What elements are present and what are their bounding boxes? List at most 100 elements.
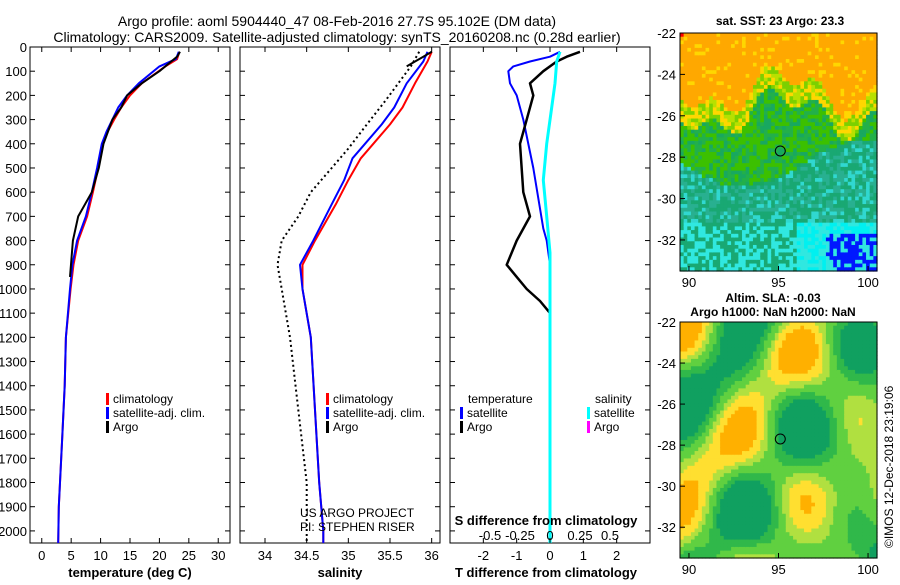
- map-cell: [804, 159, 808, 163]
- map-cell: [709, 329, 713, 333]
- map-cell: [735, 96, 739, 100]
- map-cell: [746, 462, 750, 466]
- map-cell: [684, 366, 688, 370]
- map-cell: [709, 52, 713, 56]
- map-cell: [855, 156, 859, 160]
- map-cell: [695, 403, 699, 407]
- map-cell: [724, 104, 728, 108]
- map-cell: [870, 33, 874, 37]
- map-cell: [702, 126, 706, 130]
- map-cell: [749, 466, 753, 470]
- map-cell: [735, 59, 739, 63]
- map-cell: [866, 223, 870, 227]
- map-cell: [797, 141, 801, 145]
- map-cell: [760, 104, 764, 108]
- map-cell: [680, 234, 684, 238]
- map-cell: [859, 148, 863, 152]
- map-cell: [727, 422, 731, 426]
- map-cell: [735, 81, 739, 85]
- map-cell: [819, 44, 823, 48]
- map-cell: [742, 215, 746, 219]
- map-cell: [775, 122, 779, 126]
- map-cell: [698, 81, 702, 85]
- map-cell: [753, 204, 757, 208]
- map-cell: [833, 185, 837, 189]
- map-cell: [837, 63, 841, 67]
- legend-swatch-satellite: [106, 407, 109, 419]
- map-cell: [811, 178, 815, 182]
- map-cell: [851, 70, 855, 74]
- map-cell: [698, 381, 702, 385]
- map-cell: [815, 208, 819, 212]
- map-cell: [779, 63, 783, 67]
- map-cell: [724, 422, 728, 426]
- map-cell: [702, 440, 706, 444]
- map-cell: [855, 37, 859, 41]
- map-cell: [680, 326, 684, 330]
- map-cell: [844, 252, 848, 256]
- map-cell: [742, 329, 746, 333]
- map-cell: [749, 536, 753, 540]
- map-cell: [866, 245, 870, 249]
- map-cell: [749, 440, 753, 444]
- map-cell: [713, 78, 717, 82]
- map-cell: [731, 536, 735, 540]
- map-cell: [706, 100, 710, 104]
- map-cell: [687, 399, 691, 403]
- map-cell: [837, 111, 841, 115]
- map-cell: [771, 133, 775, 137]
- map-cell: [742, 156, 746, 160]
- map-cell: [804, 215, 808, 219]
- map-cell: [680, 444, 684, 448]
- map-cell: [811, 78, 815, 82]
- map-cell: [731, 396, 735, 400]
- map-cell: [859, 208, 863, 212]
- map-cell: [822, 141, 826, 145]
- map-cell: [702, 249, 706, 253]
- map-cell: [764, 148, 768, 152]
- map-cell: [709, 226, 713, 230]
- legend-label-climatology: climatology: [333, 392, 393, 406]
- map-cell: [702, 547, 706, 551]
- map-cell: [695, 249, 699, 253]
- map-cell: [822, 70, 826, 74]
- map-cell: [833, 126, 837, 130]
- map-cell: [746, 396, 750, 400]
- map-cell: [724, 407, 728, 411]
- map-cell: [742, 536, 746, 540]
- map-cell: [695, 189, 699, 193]
- map-cell: [742, 81, 746, 85]
- map-cell: [830, 48, 834, 52]
- map-cell: [709, 366, 713, 370]
- map-cell: [724, 234, 728, 238]
- map-cell: [735, 230, 739, 234]
- map-cell: [764, 249, 768, 253]
- map-cell: [713, 145, 717, 149]
- map-cell: [822, 249, 826, 253]
- map-cell: [811, 171, 815, 175]
- map-cell: [738, 44, 742, 48]
- map-cell: [706, 145, 710, 149]
- map-cell: [859, 81, 863, 85]
- map-cell: [768, 185, 772, 189]
- map-cell: [720, 96, 724, 100]
- map-cell: [746, 514, 750, 518]
- map-cell: [822, 182, 826, 186]
- map-cell: [727, 78, 731, 82]
- map-cell: [727, 107, 731, 111]
- map-cell: [804, 40, 808, 44]
- map-cell: [844, 55, 848, 59]
- map-cell: [727, 96, 731, 100]
- map-cell: [819, 66, 823, 70]
- map-cell: [855, 264, 859, 268]
- map-cell: [691, 525, 695, 529]
- map-cell: [716, 238, 720, 242]
- map-cell: [727, 238, 731, 242]
- map-cell: [698, 104, 702, 108]
- map-cell: [760, 89, 764, 93]
- map-cell: [713, 85, 717, 89]
- map-cell: [680, 130, 684, 134]
- map-cell: [764, 48, 768, 52]
- map-cell: [691, 245, 695, 249]
- map-cell: [684, 96, 688, 100]
